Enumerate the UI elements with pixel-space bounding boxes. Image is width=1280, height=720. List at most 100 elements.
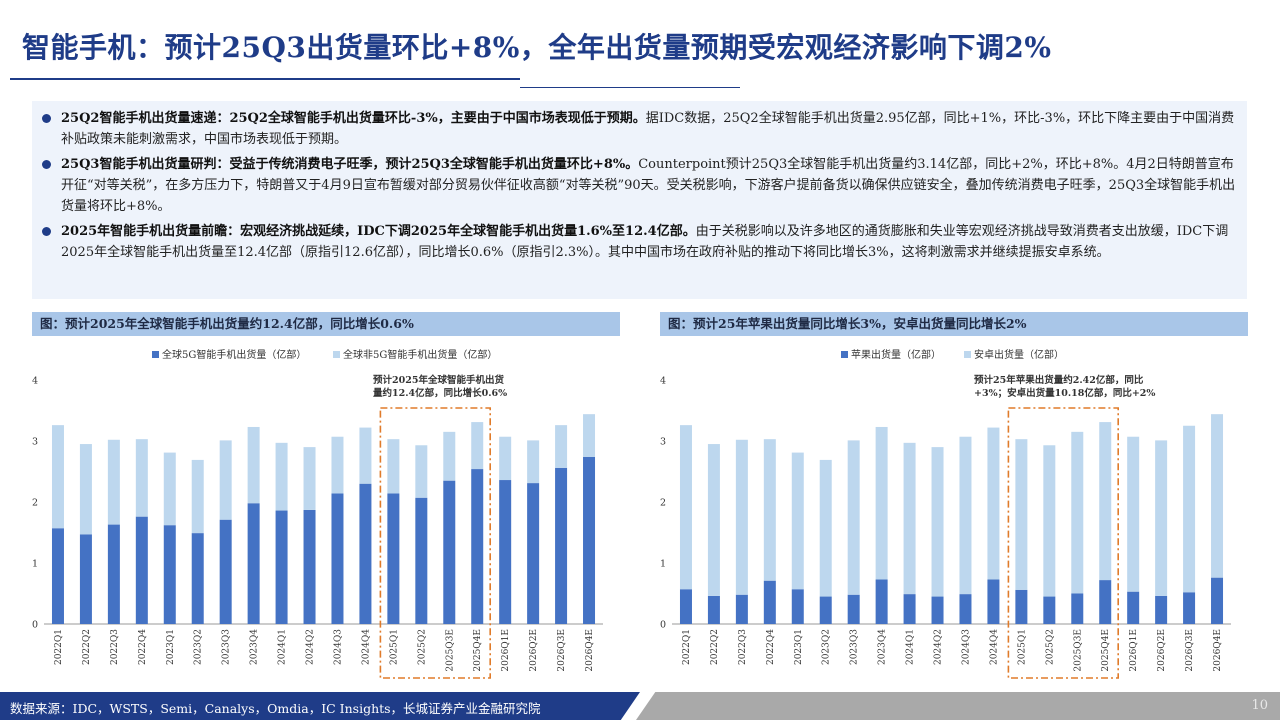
bar-bottom-segment [1183,592,1196,624]
bar-bottom-segment [819,596,832,624]
x-tick-label: 2026Q1E [501,629,511,672]
summary-bullet: 25Q2智能手机出货量速递：25Q2全球智能手机出货量环比-3%，主要由于中国市… [42,108,1237,150]
x-tick-label: 2022Q3 [738,629,748,665]
x-tick-label: 2023Q2 [194,629,204,665]
bar-top-segment [1211,414,1224,578]
bar-bottom-segment [331,493,344,624]
x-tick-label: 2022Q3 [110,629,120,665]
x-tick-label: 2024Q3 [961,629,971,665]
bar-top-segment [303,447,316,510]
bar-bottom-segment [191,533,204,624]
y-tick-label: 2 [660,498,666,509]
bar-top-segment [763,439,776,581]
x-tick-label: 2026Q3E [557,629,567,672]
bar-bottom-segment [763,580,776,624]
bar-bottom-segment [247,503,260,624]
bar-bottom-segment [163,525,176,624]
bullet-heading: 2025年智能手机出货量前瞻：宏观经济挑战延续，IDC下调2025年全球智能手机… [61,224,696,239]
bar-top-segment [875,426,888,580]
bar-bottom-segment [875,579,888,624]
bar-bottom-segment [527,483,540,624]
x-tick-label: 2023Q3 [850,629,860,665]
x-tick-label: 2025Q2 [1045,629,1055,665]
x-tick-label: 2025Q4E [1101,629,1111,672]
bar-top-segment [51,425,64,529]
legend-swatch [841,351,848,358]
title-divider [10,78,520,80]
bar-top-segment [1071,431,1084,594]
bar-top-segment [499,436,512,481]
bar-bottom-segment [1015,589,1028,624]
y-tick-label: 1 [32,559,38,570]
bar-top-segment [471,422,484,470]
x-tick-label: 2026Q4E [1213,629,1223,672]
bar-bottom-segment [555,467,568,624]
bar-top-segment [1183,425,1196,593]
x-tick-label: 2022Q4 [138,629,148,665]
bar-top-segment [791,452,804,590]
bar-bottom-segment [735,594,748,624]
y-tick-label: 3 [660,437,666,448]
summary-bullet: 2025年智能手机出货量前瞻：宏观经济挑战延续，IDC下调2025年全球智能手机… [42,221,1237,263]
bar-bottom-segment [415,497,428,624]
x-tick-label: 2025Q2 [417,629,427,665]
y-tick-label: 4 [660,376,666,387]
bar-top-segment [107,439,120,525]
bar-bottom-segment [931,596,944,624]
bar-top-segment [1099,422,1112,581]
bar-bottom-segment [51,528,64,624]
x-tick-label: 2025Q1 [1017,629,1027,665]
bar-bottom-segment [791,589,804,624]
x-tick-label: 2023Q4 [878,629,888,665]
bar-top-segment [847,440,860,595]
x-tick-label: 2026Q3E [1185,629,1195,672]
x-tick-label: 2023Q3 [222,629,232,665]
bar-top-segment [959,436,972,595]
chart-5g-shipments: 全球5G智能手机出货量（亿部） 全球非5G智能手机出货量（亿部） 0 1 2 3 4 2022… [32,348,603,679]
x-tick-label: 2026Q4E [585,629,595,672]
bar-top-segment [79,444,92,535]
bar-top-segment [707,444,720,596]
bar-bottom-segment [443,480,456,624]
y-tick-label: 0 [660,620,666,631]
bullet-body: 据IDC数据，25Q2全球智能手机出货量2.95亿部，同比+1%，环比-3%，环… [61,111,1235,147]
x-tick-label: 2023Q2 [822,629,832,665]
bullet-body: 由于关税影响以及许多地区的通货膨胀和失业等宏观经济挑战导致消费者支出放缓，IDC… [61,224,1229,260]
bar-top-segment [219,440,232,520]
y-tick-label: 0 [32,620,38,631]
bar-top-segment [359,427,372,484]
source-note: 数据来源：IDC，WSTS，Semi，Canalys，Omdia，IC Insi… [10,701,541,716]
bar-top-segment [527,440,540,484]
page-number: 10 [1251,698,1268,713]
y-tick-label: 4 [32,376,38,387]
bar-top-segment [1015,439,1028,590]
bullet-dot-icon [42,160,51,169]
bar-top-segment [387,439,400,494]
legend-label: 全球非5G智能手机出货量（亿部） [343,348,497,361]
bar-bottom-segment [903,594,916,624]
x-tick-label: 2024Q2 [306,629,316,665]
bar-bottom-segment [499,480,512,624]
y-tick-label: 2 [32,498,38,509]
annotation-highlight-box [1007,407,1119,679]
legend-swatch [333,351,340,358]
bar-top-segment [135,439,148,517]
bar-top-segment [163,452,176,526]
bar-bottom-segment [1043,596,1056,624]
bar-bottom-segment [679,589,692,624]
bar-top-segment [987,427,1000,580]
legend-label: 苹果出货量（亿部） [851,348,941,361]
annotation-text: 量约12.4亿部，同比增长0.6% [373,387,507,399]
bar-bottom-segment [79,534,92,624]
legend-swatch [152,351,159,358]
page-title: 智能手机：预计25Q3出货量环比+8%，全年出货量预期受宏观经济影响下调2% [22,31,1052,64]
bar-bottom-segment [135,516,148,624]
legend-label: 全球5G智能手机出货量（亿部） [162,348,306,361]
bar-top-segment [443,431,456,481]
bar-top-segment [331,436,344,494]
bar-top-segment [679,425,692,590]
bar-top-segment [415,445,428,498]
bar-bottom-segment [847,594,860,624]
bar-bottom-segment [359,483,372,624]
title-divider-secondary [520,87,740,88]
